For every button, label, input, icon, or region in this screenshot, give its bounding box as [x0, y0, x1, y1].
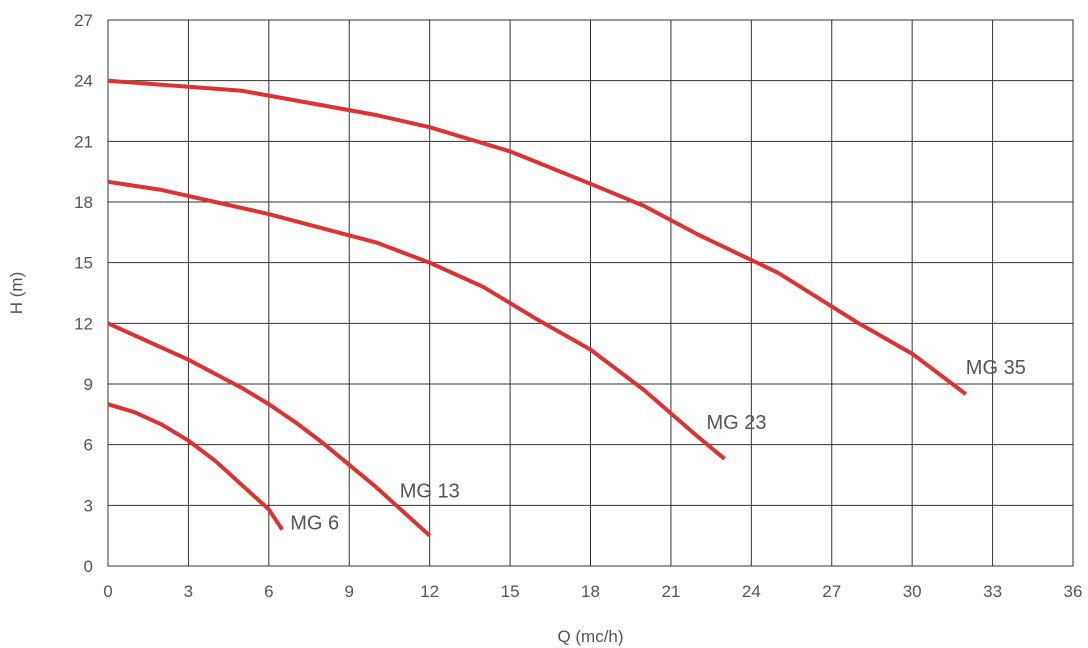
y-axis-label: H (m): [7, 272, 26, 314]
y-tick-label: 24: [74, 72, 93, 91]
x-tick-label: 15: [501, 582, 520, 601]
y-tick-label: 9: [84, 375, 93, 394]
series-label: MG 6: [290, 513, 339, 535]
x-tick-label: 33: [983, 582, 1002, 601]
x-tick-label: 12: [420, 582, 439, 601]
y-tick-label: 3: [84, 496, 93, 515]
y-tick-label: 21: [74, 132, 93, 151]
x-tick-label: 36: [1064, 582, 1083, 601]
series-line-mg-35: [107, 78, 968, 396]
series-label: MG 13: [400, 481, 460, 503]
x-tick-label: 24: [742, 582, 761, 601]
series-line-mg-23: [107, 179, 726, 461]
x-tick-label: 27: [822, 582, 841, 601]
x-tick-label: 0: [103, 582, 112, 601]
grid: [107, 19, 1074, 567]
series-line-mg-6: [107, 402, 284, 531]
y-tick-label: 6: [84, 436, 93, 455]
series-labels: MG 6 MG 13 MG 23 MG 35: [290, 357, 1026, 534]
y-tick-label: 18: [74, 193, 93, 212]
plot-frame: [107, 19, 1074, 567]
series-line-mg-13: [107, 321, 432, 538]
x-tick-label: 6: [264, 582, 273, 601]
series-label: MG 23: [707, 412, 767, 434]
y-tick-label: 12: [74, 314, 93, 333]
series-lines: [107, 78, 968, 538]
x-axis-label: Q (mc/h): [557, 627, 623, 646]
y-tick-label: 27: [74, 11, 93, 30]
x-tick-label: 18: [581, 582, 600, 601]
y-tick-label: 15: [74, 254, 93, 273]
x-tick-label: 30: [903, 582, 922, 601]
y-tick-label: 0: [84, 557, 93, 576]
x-tick-label: 21: [661, 582, 680, 601]
series-label: MG 35: [966, 357, 1026, 379]
x-tick-label: 9: [345, 582, 354, 601]
x-tick-label: 3: [184, 582, 193, 601]
